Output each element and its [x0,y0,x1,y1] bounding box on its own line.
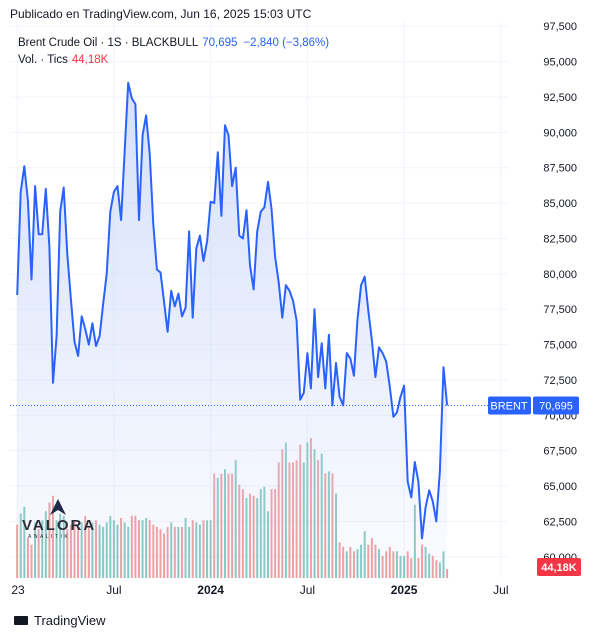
volume-tag [537,558,581,576]
valora-logo-icon [50,499,66,515]
y-tick-label: 92,500 [543,92,577,104]
y-tick-label: 65,000 [543,481,577,493]
y-tick-label: 80,000 [543,269,577,281]
x-tick-label: Jul [300,583,315,597]
last-price-tag-label: 70,695 [539,400,573,412]
y-tick-label: 82,500 [543,233,577,245]
x-tick-label: 23 [11,583,25,597]
y-tick-label: 87,500 [543,163,577,175]
y-tick-label: 97,500 [543,21,577,33]
y-tick-label: 85,000 [543,198,577,210]
legend-last-price: 70,695 [202,37,238,49]
y-tick-label: 75,000 [543,340,577,352]
y-tick-label: 77,500 [543,304,577,316]
y-tick-label: 67,500 [543,446,577,458]
footer-brand: TradingView [34,613,106,628]
y-tick-label: 90,000 [543,127,577,139]
axis-value-labels: BRENT 70,695 44,18K [488,396,581,576]
watermark-sub: ANALITIK [28,534,71,540]
time-axis[interactable]: 23 Jul 2024 Jul 2025 Jul [11,583,508,597]
x-tick-label: 2024 [197,583,224,597]
price-area [17,82,448,579]
legend-symbol: Brent Crude Oil · 1S · BLACKBULL [18,37,199,49]
series-legend[interactable]: Brent Crude Oil · 1S · BLACKBULL 70,695 −2… [18,35,329,69]
last-price-tag [533,396,579,415]
legend-symbol-row: Brent Crude Oil · 1S · BLACKBULL 70,695 −2… [18,35,329,52]
price-line [16,81,449,540]
price-axis[interactable]: 60,00062,50065,00067,50070,00072,50075,0… [543,21,577,564]
y-tick-label: 95,000 [543,57,577,69]
legend-volume-label: Vol. · Tics [18,54,68,66]
volume-bar [16,524,19,578]
y-tick-label: 72,500 [543,375,577,387]
x-tick-label: Jul [493,583,508,597]
legend-volume-row: Vol. · Tics 44,18K [18,52,329,69]
tradingview-footer[interactable]: TradingView [14,613,106,628]
published-caption: Publicado en TradingView.com, Jun 16, 20… [10,7,312,21]
x-tick-label: 2025 [391,583,418,597]
symbol-tag-label: BRENT [490,400,528,412]
volume-tag-label: 44,18K [541,562,577,574]
symbol-tag [488,396,531,415]
legend-volume-value: 44,18K [71,54,109,66]
legend-change: −2,840 (−3,86%) [243,37,330,49]
x-tick-label: Jul [106,583,121,597]
valora-watermark: VALORA ANALITIK [22,497,112,540]
watermark-name: VALORA [22,517,97,534]
tradingview-logo-icon [14,616,28,625]
price-series [10,81,508,579]
y-tick-label: 62,500 [543,516,577,528]
